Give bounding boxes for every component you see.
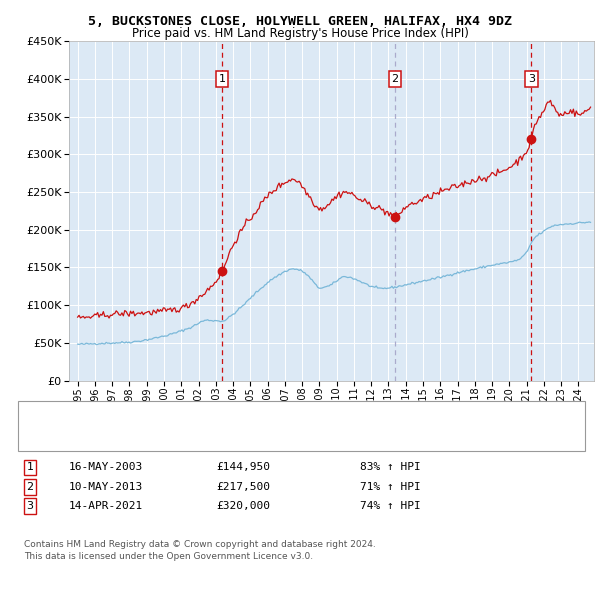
Text: 3: 3 (528, 74, 535, 84)
Text: 5, BUCKSTONES CLOSE, HOLYWELL GREEN, HALIFAX, HX4 9DZ: 5, BUCKSTONES CLOSE, HOLYWELL GREEN, HAL… (88, 15, 512, 28)
Text: Price paid vs. HM Land Registry's House Price Index (HPI): Price paid vs. HM Land Registry's House … (131, 27, 469, 40)
Text: 71% ↑ HPI: 71% ↑ HPI (360, 482, 421, 491)
Text: £320,000: £320,000 (216, 502, 270, 511)
Text: 16-MAY-2003: 16-MAY-2003 (69, 463, 143, 472)
Text: This data is licensed under the Open Government Licence v3.0.: This data is licensed under the Open Gov… (24, 552, 313, 560)
Text: £217,500: £217,500 (216, 482, 270, 491)
Text: 3: 3 (26, 502, 34, 511)
Text: 2: 2 (26, 482, 34, 491)
Text: 74% ↑ HPI: 74% ↑ HPI (360, 502, 421, 511)
Text: 83% ↑ HPI: 83% ↑ HPI (360, 463, 421, 472)
Text: 10-MAY-2013: 10-MAY-2013 (69, 482, 143, 491)
Text: 1: 1 (26, 463, 34, 472)
Text: 14-APR-2021: 14-APR-2021 (69, 502, 143, 511)
Text: £144,950: £144,950 (216, 463, 270, 472)
Text: 5, BUCKSTONES CLOSE, HOLYWELL GREEN, HALIFAX, HX4 9DZ (semi-detached house): 5, BUCKSTONES CLOSE, HOLYWELL GREEN, HAL… (66, 410, 487, 420)
Text: 2: 2 (391, 74, 398, 84)
Text: HPI: Average price, semi-detached house, Calderdale: HPI: Average price, semi-detached house,… (66, 432, 326, 442)
Text: Contains HM Land Registry data © Crown copyright and database right 2024.: Contains HM Land Registry data © Crown c… (24, 540, 376, 549)
Text: 1: 1 (218, 74, 226, 84)
